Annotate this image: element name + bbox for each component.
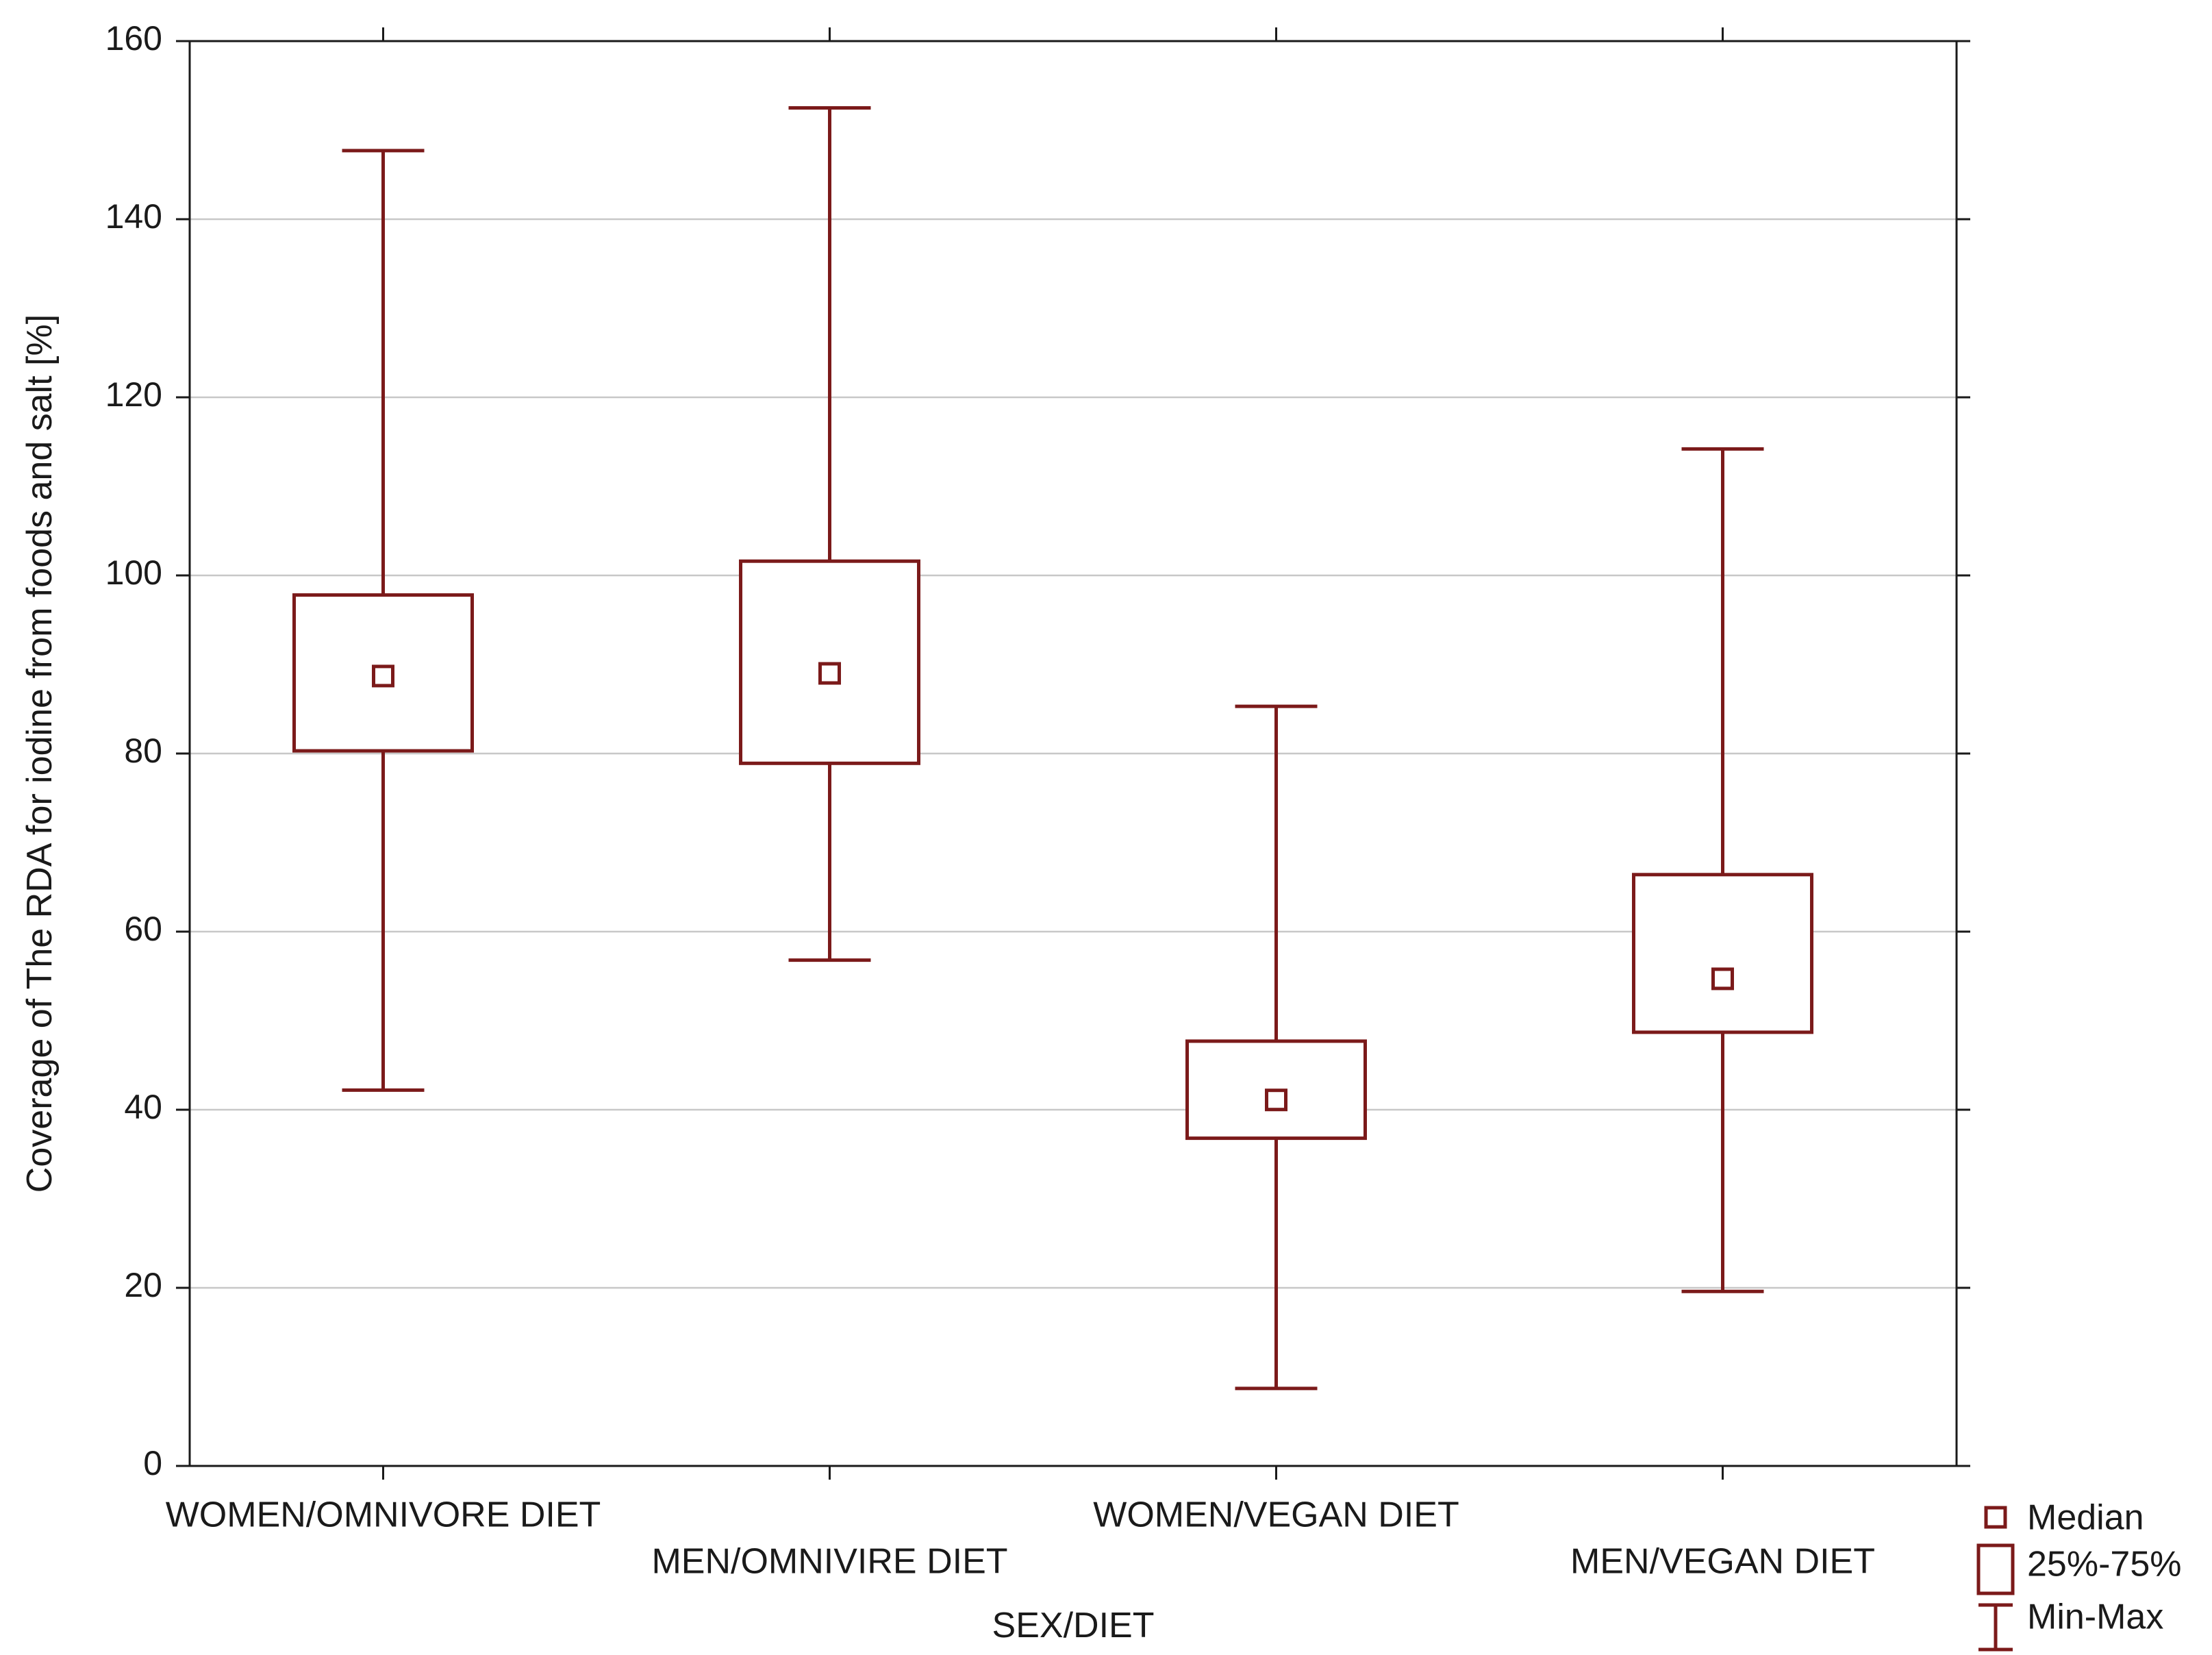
box-group	[292, 149, 474, 1092]
median-marker	[818, 662, 841, 685]
legend-median-label: Median	[2027, 1498, 2144, 1538]
x-axis-title: SEX/DIET	[992, 1606, 1155, 1645]
legend-box-marker	[1976, 1543, 2015, 1595]
iqr-box	[1632, 873, 1813, 1034]
x-category-labels: WOMEN/OMNIVORE DIET MEN/OMNIVIRE DIET WOME…	[166, 1495, 1875, 1582]
y-tick-label: 0	[143, 1444, 162, 1482]
gridlines	[190, 218, 1957, 1289]
legend: Median 25%-75% Min-Max	[1976, 1498, 2181, 1652]
y-tick-label: 120	[105, 375, 162, 414]
y-tick-label: 40	[124, 1088, 162, 1126]
y-tick-label: 140	[105, 197, 162, 236]
y-tick-label: 160	[105, 19, 162, 58]
box-group	[739, 106, 920, 962]
y-axis-ticks: 0 20 40 60 80 100 120 140 160	[105, 19, 1970, 1482]
x-category-label: WOMEN/VEGAN DIET	[1093, 1495, 1459, 1535]
median-marker	[1711, 967, 1734, 991]
box-group	[1185, 704, 1367, 1391]
y-axis-title: Coverage of The RDA for iodine from food…	[20, 314, 60, 1193]
x-category-label: MEN/VEGAN DIET	[1570, 1542, 1875, 1582]
legend-median-marker	[1984, 1506, 2007, 1529]
median-marker	[372, 664, 394, 688]
legend-whisker-label: Min-Max	[2027, 1597, 2163, 1637]
x-category-label: WOMEN/OMNIVORE DIET	[166, 1495, 601, 1535]
y-tick-label: 100	[105, 553, 162, 592]
legend-box-label: 25%-75%	[2027, 1545, 2181, 1584]
y-tick-label: 60	[124, 910, 162, 948]
box-group	[1632, 447, 1813, 1293]
y-tick-label: 80	[124, 732, 162, 770]
box-series	[292, 106, 1813, 1391]
x-category-label: MEN/OMNIVIRE DIET	[651, 1542, 1007, 1582]
median-marker	[1265, 1088, 1287, 1112]
y-tick-label: 20	[124, 1266, 162, 1304]
x-axis-ticks	[382, 27, 1724, 1480]
legend-whisker-marker	[1978, 1603, 2013, 1652]
